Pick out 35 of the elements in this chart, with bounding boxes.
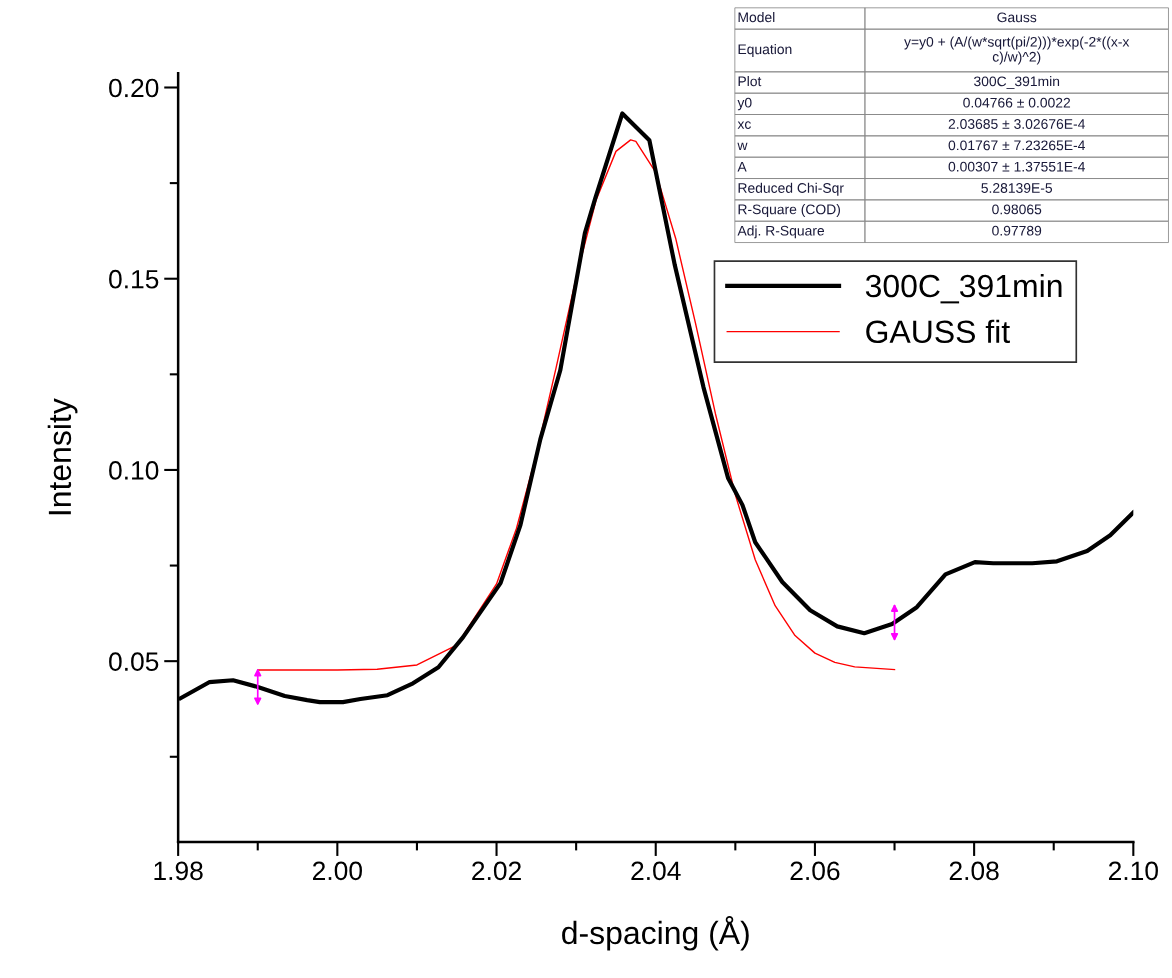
annotation: w xyxy=(737,142,748,151)
text: Model xyxy=(738,12,775,23)
annotation: 0.01767 ± 7.23265E-4 xyxy=(948,140,1085,151)
annotation: Plot xyxy=(738,76,762,87)
legend-label: 300C_391min xyxy=(865,273,1062,304)
annotation: 5.28139E-5 xyxy=(981,183,1053,193)
x-tick-label: 1.98 xyxy=(154,861,203,881)
annotation: 0.97789 xyxy=(992,225,1042,236)
x-tick-label: 2.06 xyxy=(790,861,840,881)
y-axis-title: Intensity xyxy=(47,398,78,515)
text: y=y0 + (A/(w*sqrt(pi/2)))*exp(-2*((x-x c)/w)^2) xyxy=(904,36,1130,65)
annotation: Reduced Chi-Sqr xyxy=(738,182,844,196)
legend-label: GAUSS fit xyxy=(866,319,1010,344)
y-tick-label: 0.10 xyxy=(109,461,159,480)
y-tick-label: 0.20 xyxy=(109,78,159,98)
x-tick-label: 2.04 xyxy=(631,861,681,881)
annotation: A xyxy=(737,161,747,172)
annotation: y0 xyxy=(737,97,752,111)
x-axis-title: d-spacing (Å) xyxy=(562,915,749,951)
text: Gauss xyxy=(997,12,1037,23)
y-tick-label: 0.05 xyxy=(109,652,159,671)
annotation: 0.00307 ± 1.37551E-4 xyxy=(948,161,1085,172)
x-tick-label: 2.08 xyxy=(949,861,999,881)
annotation: 0.04766 ± 0.0022 xyxy=(963,97,1071,108)
x-tick-label: 2.00 xyxy=(312,861,362,881)
annotation: Adj. R-Square xyxy=(737,225,825,239)
x-tick-label: 2.10 xyxy=(1108,861,1158,881)
y-tick-label: 0.15 xyxy=(109,269,159,289)
annotation: 300C_391min xyxy=(974,76,1060,89)
annotation: 0.98065 xyxy=(992,204,1042,215)
annotation: xc xyxy=(737,121,751,129)
text: Equation xyxy=(738,44,792,57)
x-tick-label: 2.02 xyxy=(472,861,521,881)
annotation: R-Square (COD) xyxy=(738,204,840,218)
annotation: 2.03685 ± 3.02676E-4 xyxy=(948,119,1085,129)
